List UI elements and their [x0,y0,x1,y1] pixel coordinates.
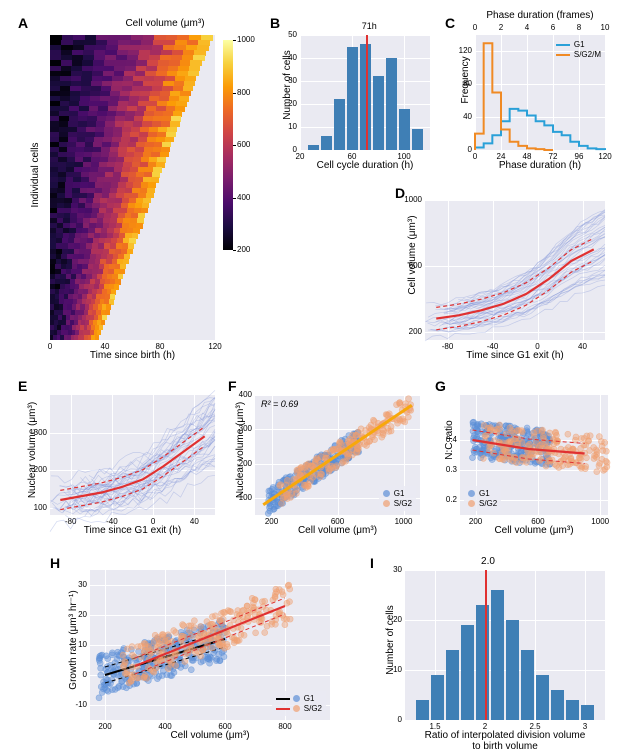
panel-e-spaghetti: -80-40040100200300 [50,395,215,515]
panel-f-scatter: 2006001000100200300400R² = 0.69G1S/G2 [255,395,420,515]
figure-root: A 04080120 Individual cells Time since b… [10,10,620,740]
panel-c-ylabel: Frequency [460,30,471,130]
panel-d-ylabel: Cell volume (μm³) [407,190,418,320]
panel-c-xlabel-bottom: Phase duration (h) [475,160,605,171]
panel-a-cbar-title: Cell volume (μm³) [90,18,240,29]
panel-d-xlabel: Time since G1 exit (h) [425,350,605,361]
panel-g-scatter: 20060010000.20.30.4G1S/G2 [460,395,608,515]
panel-a-xlabel: Time since birth (h) [50,350,215,361]
panel-e-ylabel: Nuclear volume (μm³) [27,390,38,510]
panel-h-scatter: 200400600800-100102030G1S/G2 [90,570,330,720]
panel-e-label: E [18,378,27,394]
panel-i-ylabel: Number of cells [385,580,396,700]
panel-b-xlabel: Cell cycle duration (h) [300,160,430,171]
panel-b-label: B [270,15,280,31]
panel-a-colorbar: 1000800600400200 [223,40,233,250]
panel-c-stephist: 024487296120040801200246810G1S/G2/M [475,35,605,150]
panel-b-hist: 20601000102030405071h [300,35,430,150]
panel-a-ylabel: Individual cells [30,95,41,255]
panel-g-label: G [435,378,446,394]
panel-a-heatmap: 04080120 [50,35,215,340]
panel-f-ylabel: Nuclear volume (μm³) [235,390,246,510]
panel-c-xlabel-top: Phase duration (frames) [475,10,605,21]
panel-i-xlabel: Ratio of interpolated division volume to… [385,730,625,752]
panel-g-xlabel: Cell volume (μm³) [460,525,608,536]
panel-i-hist: 1.522.5301020302.0 [405,570,605,720]
panel-h-label: H [50,555,60,571]
panel-f-xlabel: Cell volume (μm³) [255,525,420,536]
panel-a-label: A [18,15,28,31]
panel-e-xlabel: Time since G1 exit (h) [50,525,215,536]
panel-h-xlabel: Cell volume (μm³) [90,730,330,741]
panel-d-spaghetti: -80-400402006001000 [425,200,605,340]
panel-i-label: I [370,555,374,571]
panel-h-ylabel: Growth rate (μm³ hr⁻¹) [68,570,79,710]
panel-g-ylabel: N:C ratio [444,400,455,480]
panel-b-ylabel: Number of cells [282,30,293,140]
panel-c-label: C [445,15,455,31]
